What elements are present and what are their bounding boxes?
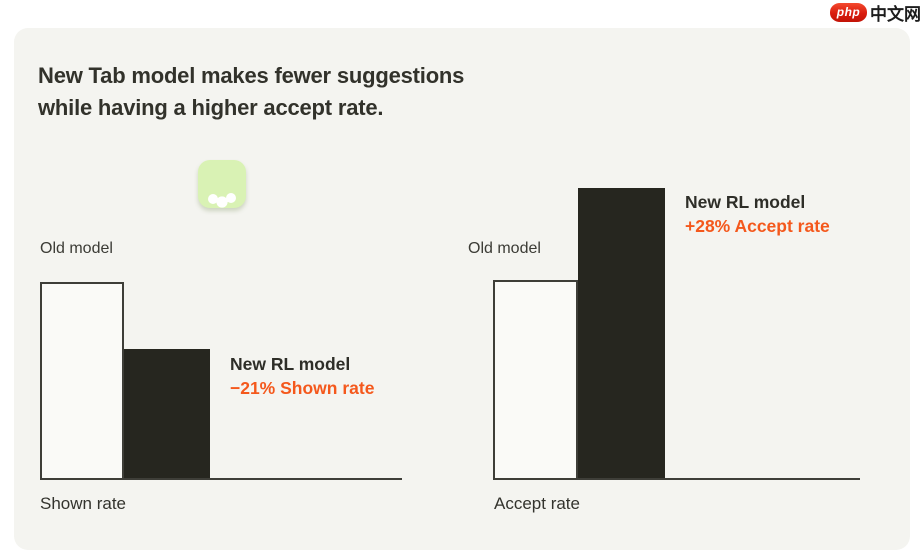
- accept-rate-chart: Old model New RL model +28% Accept rate …: [14, 28, 910, 550]
- php-cn-site-name: 中文网: [870, 4, 921, 24]
- chart-title-line1: New Tab model makes fewer suggestions: [38, 63, 465, 88]
- new-model-annotation-label: New RL model: [230, 354, 351, 374]
- old-model-label: Old model: [40, 240, 113, 257]
- x-axis-label: Accept rate: [494, 494, 580, 513]
- old-model-bar: [40, 282, 124, 480]
- tab-model-molecule-icon: [198, 160, 246, 208]
- old-model-bar: [493, 280, 578, 480]
- shown-rate-chart: Old model New RL model −21% Shown rate S…: [14, 28, 910, 550]
- new-model-bar: [124, 349, 210, 480]
- chart-title: New Tab model makes fewer suggestions wh…: [38, 60, 464, 124]
- php-cn-watermark: php 中文网: [830, 2, 921, 24]
- new-model-annotation: New RL model −21% Shown rate: [230, 352, 374, 400]
- chart-card: New Tab model makes fewer suggestions wh…: [14, 28, 910, 550]
- new-model-bar: [578, 188, 665, 480]
- old-model-label: Old model: [468, 240, 541, 257]
- x-axis: [40, 478, 402, 480]
- new-model-annotation-delta: −21% Shown rate: [230, 378, 375, 398]
- new-model-annotation-label: New RL model: [685, 192, 806, 212]
- new-model-annotation: New RL model +28% Accept rate: [685, 190, 830, 238]
- php-logo-icon: php: [830, 2, 867, 22]
- chart-title-line2: while having a higher accept rate.: [38, 95, 384, 120]
- x-axis-label: Shown rate: [40, 494, 126, 513]
- x-axis: [493, 478, 860, 480]
- new-model-annotation-delta: +28% Accept rate: [685, 216, 830, 236]
